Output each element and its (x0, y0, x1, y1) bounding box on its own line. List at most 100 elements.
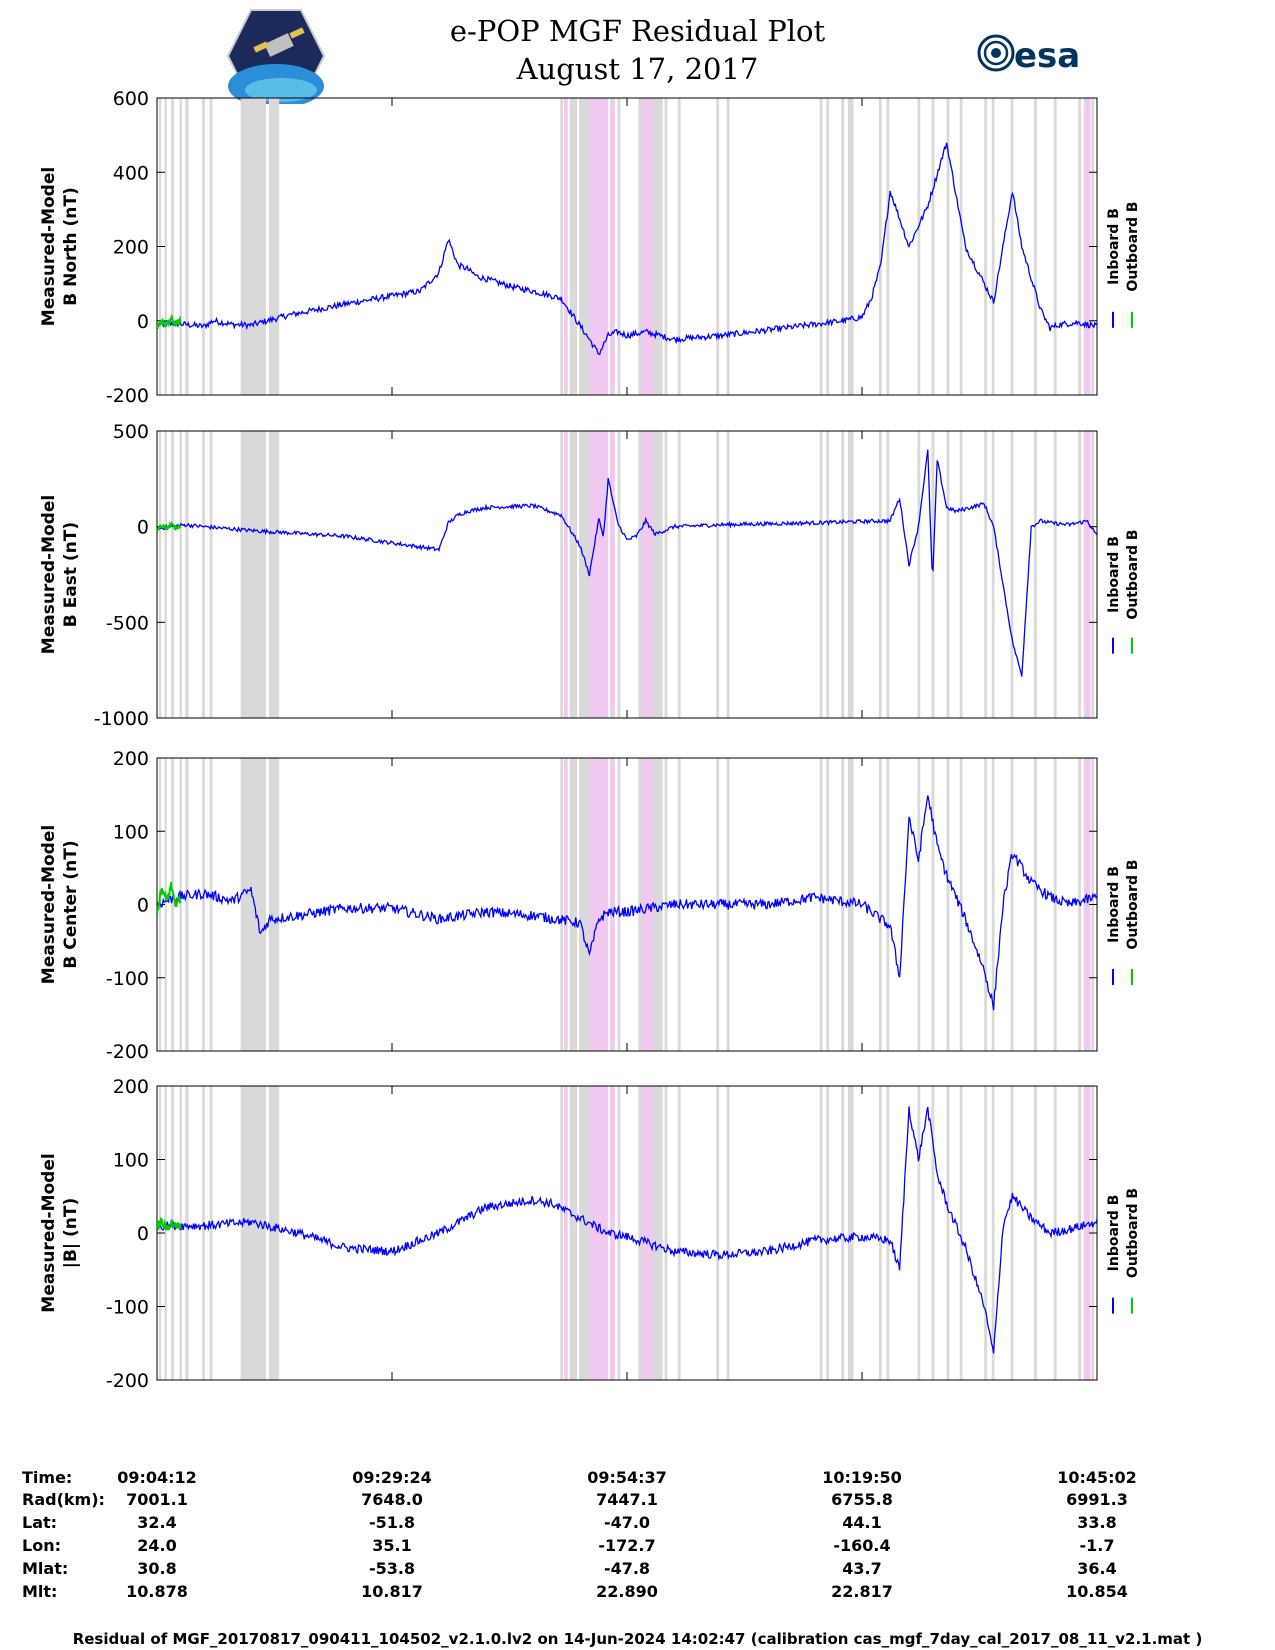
info-row-label: Rad(km): (22, 1490, 105, 1509)
info-cell: 7001.1 (126, 1490, 188, 1509)
shade-gap (819, 431, 823, 718)
shade-gap (819, 758, 823, 1051)
series-inboard-line (157, 449, 1097, 677)
shade-gap (268, 758, 280, 1051)
shade-gap (959, 1086, 963, 1380)
shade-gap (1078, 431, 1082, 718)
shade-gap (164, 431, 167, 718)
info-cell: 6991.3 (1066, 1490, 1128, 1509)
shade-event (1083, 431, 1091, 718)
legend-inboard-label: Inboard B (1106, 536, 1122, 613)
shade-gap (179, 98, 182, 395)
shade-gap (1053, 431, 1057, 718)
info-cell: 6755.8 (831, 1490, 893, 1509)
shade-gap (1010, 431, 1014, 718)
shade-gap (1053, 98, 1057, 395)
shade-gap (185, 98, 189, 395)
shade-event (642, 98, 654, 395)
shade-gap (209, 758, 213, 1051)
shade-gap (716, 1086, 720, 1380)
shade-gap (984, 1086, 988, 1380)
shade-gap (268, 98, 280, 395)
shade-gap (826, 98, 830, 395)
shade-gap (1034, 758, 1037, 1051)
legend-outboard-label: Outboard B (1125, 1188, 1141, 1278)
info-cell: 10.817 (361, 1582, 423, 1601)
shade-gap (878, 758, 882, 1051)
y-tick-label: -1000 (94, 708, 149, 730)
shade-gap (826, 1086, 830, 1380)
shade-gap (946, 1086, 950, 1380)
info-cell: 36.4 (1077, 1559, 1117, 1578)
shade-gap (179, 758, 182, 1051)
shade-gap (560, 758, 564, 1051)
legend-outboard-label: Outboard B (1125, 529, 1141, 619)
shade-gap (946, 758, 950, 1051)
info-cell: 7648.0 (361, 1490, 423, 1509)
series-outboard-line (157, 1216, 182, 1232)
shade-gap (560, 1086, 564, 1380)
legend-outboard-label: Outboard B (1125, 201, 1141, 291)
info-cell: -47.0 (603, 1513, 651, 1532)
shade-event (642, 1086, 654, 1380)
chart-date: August 17, 2017 (516, 52, 759, 86)
shade-gap (1034, 1086, 1037, 1380)
shade-gap (716, 98, 720, 395)
y-axis-label-line2: |B| (nT) (61, 1198, 81, 1269)
shade-gap (185, 1086, 189, 1380)
shade-event (642, 431, 654, 718)
shade-gap (946, 98, 950, 395)
shade-gap (991, 431, 995, 718)
y-axis-label-line1: Measured-Model (39, 495, 59, 654)
shade-gap (991, 1086, 995, 1380)
y-tick-label: -200 (106, 1041, 149, 1063)
info-cell: -51.8 (368, 1513, 416, 1532)
panel-b-east: -1000 -500 0 500 Measured-Model B East (nT) In… (39, 421, 1141, 730)
shade-event (610, 431, 615, 718)
info-cell: 24.0 (137, 1536, 177, 1555)
shade-event (1083, 1086, 1091, 1380)
shade-gap (1053, 1086, 1057, 1380)
panel-b-magnitude: -200 -100 0 100 200 Measured-Model |B| (nT) Inb… (39, 1076, 1141, 1392)
cassiope-logo (226, 9, 326, 104)
y-tick-label: 600 (113, 88, 149, 110)
orbit-info-table: Time: Rad(km): Lat: Lon: Mlat: Mlt: 09:04:12 70… (0, 1468, 1275, 1628)
shade-gap (826, 431, 830, 718)
info-cell: 10:45:02 (1057, 1468, 1137, 1487)
y-axis-label-line1: Measured-Model (39, 825, 59, 984)
shade-gap (878, 98, 882, 395)
series-inboard-line (157, 795, 1097, 1011)
shade-gap (240, 758, 267, 1051)
shade-gap (726, 1086, 730, 1380)
y-axis-label: Measured-Model B East (nT) (39, 495, 81, 654)
y-tick-label: -200 (106, 385, 149, 407)
y-axis-label-line2: B Center (nT) (61, 840, 81, 968)
axes-box (156, 430, 1098, 719)
shade-gap (931, 431, 935, 718)
shade-gap (716, 431, 720, 718)
shade-gap (202, 1086, 205, 1380)
shade-gap (677, 1086, 681, 1380)
shade-gap (677, 98, 681, 395)
shade-gap (991, 758, 995, 1051)
shade-gap (664, 758, 668, 1051)
info-cell: 22.890 (596, 1582, 658, 1601)
shade-gap (617, 758, 621, 1051)
shade-gap (847, 98, 854, 395)
shade-gap (819, 98, 823, 395)
shade-gap (179, 431, 182, 718)
y-axis-label-line1: Measured-Model (39, 167, 59, 326)
shade-event (1083, 98, 1091, 395)
shade-gap (847, 758, 854, 1051)
shade-event (589, 431, 608, 718)
shade-gap (726, 431, 730, 718)
shade-gap (841, 98, 845, 395)
shade-gap (1034, 98, 1037, 395)
shade-gap (917, 98, 921, 395)
shade-event (589, 1086, 608, 1380)
shade-gap (240, 431, 267, 718)
shade-gap (878, 1086, 882, 1380)
info-cell: 32.4 (137, 1513, 177, 1532)
shade-gap (917, 1086, 921, 1380)
info-cell: 35.1 (372, 1536, 412, 1555)
